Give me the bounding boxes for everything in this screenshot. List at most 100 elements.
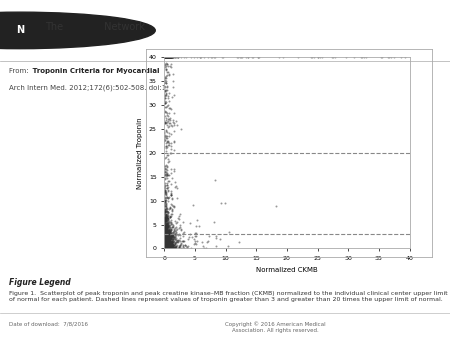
- Point: [165, 243, 172, 248]
- Point: [161, 55, 168, 60]
- Point: [167, 189, 175, 194]
- Point: [163, 243, 170, 248]
- Point: [165, 55, 172, 60]
- Point: [161, 240, 168, 245]
- Point: [167, 242, 174, 247]
- Point: [161, 245, 168, 250]
- Point: [163, 235, 170, 241]
- Point: [162, 55, 169, 60]
- Point: [161, 55, 168, 60]
- Point: [161, 239, 168, 244]
- Point: [163, 241, 171, 246]
- Point: [161, 227, 168, 233]
- Point: [166, 240, 173, 246]
- Point: [165, 233, 172, 238]
- Point: [162, 242, 169, 247]
- Point: [161, 230, 168, 235]
- Point: [163, 239, 170, 245]
- Point: [162, 75, 170, 80]
- Point: [162, 237, 169, 243]
- Point: [161, 245, 168, 250]
- Point: [161, 243, 168, 248]
- Point: [163, 241, 171, 247]
- Point: [164, 233, 171, 238]
- Point: [308, 55, 315, 60]
- Point: [163, 240, 171, 245]
- Point: [162, 225, 170, 230]
- Point: [166, 98, 173, 103]
- Point: [162, 55, 170, 60]
- Point: [171, 243, 178, 248]
- Point: [162, 232, 169, 238]
- Point: [167, 244, 175, 250]
- Point: [163, 245, 170, 250]
- Point: [165, 243, 172, 249]
- Point: [164, 209, 171, 214]
- Point: [170, 231, 177, 236]
- Point: [164, 227, 171, 233]
- Point: [161, 219, 168, 224]
- Point: [162, 246, 169, 251]
- Point: [174, 55, 181, 60]
- Point: [165, 245, 172, 250]
- Point: [161, 243, 168, 248]
- Point: [165, 243, 172, 248]
- Point: [162, 244, 169, 249]
- Point: [175, 239, 182, 244]
- Point: [168, 242, 175, 248]
- Point: [219, 55, 226, 60]
- Point: [165, 153, 172, 158]
- Point: [205, 55, 212, 60]
- Point: [163, 232, 170, 237]
- Point: [163, 245, 170, 250]
- Point: [167, 240, 175, 245]
- Point: [165, 235, 172, 240]
- Point: [161, 243, 168, 249]
- Point: [173, 239, 180, 245]
- Point: [162, 230, 169, 235]
- Point: [162, 239, 169, 244]
- Point: [164, 222, 171, 228]
- Point: [162, 239, 169, 244]
- Point: [163, 239, 170, 245]
- Point: [161, 137, 168, 143]
- Point: [166, 234, 173, 239]
- Point: [167, 193, 175, 198]
- Point: [161, 234, 168, 239]
- Point: [166, 242, 173, 248]
- Point: [161, 242, 168, 247]
- Point: [276, 55, 283, 60]
- Point: [165, 239, 172, 245]
- Point: [163, 228, 170, 233]
- Point: [163, 55, 170, 60]
- Point: [163, 240, 170, 246]
- Point: [167, 226, 175, 232]
- Point: [162, 119, 169, 125]
- Point: [166, 55, 173, 60]
- Point: [161, 243, 168, 248]
- Point: [161, 55, 168, 60]
- Point: [163, 165, 170, 170]
- Point: [164, 243, 171, 249]
- Point: [161, 237, 168, 243]
- Point: [170, 245, 177, 250]
- Point: [168, 235, 175, 241]
- Point: [166, 237, 174, 242]
- Point: [162, 234, 170, 239]
- Point: [161, 242, 168, 248]
- Point: [166, 245, 173, 250]
- Point: [162, 240, 170, 245]
- Point: [161, 163, 168, 169]
- Point: [168, 243, 176, 248]
- Point: [162, 243, 170, 248]
- Point: [161, 240, 168, 245]
- Point: [161, 237, 168, 242]
- Point: [162, 244, 169, 249]
- Point: [162, 190, 170, 195]
- Point: [161, 217, 168, 222]
- Point: [166, 241, 173, 246]
- Point: [162, 55, 169, 60]
- Point: [161, 235, 168, 240]
- Point: [162, 242, 169, 248]
- Point: [162, 235, 169, 241]
